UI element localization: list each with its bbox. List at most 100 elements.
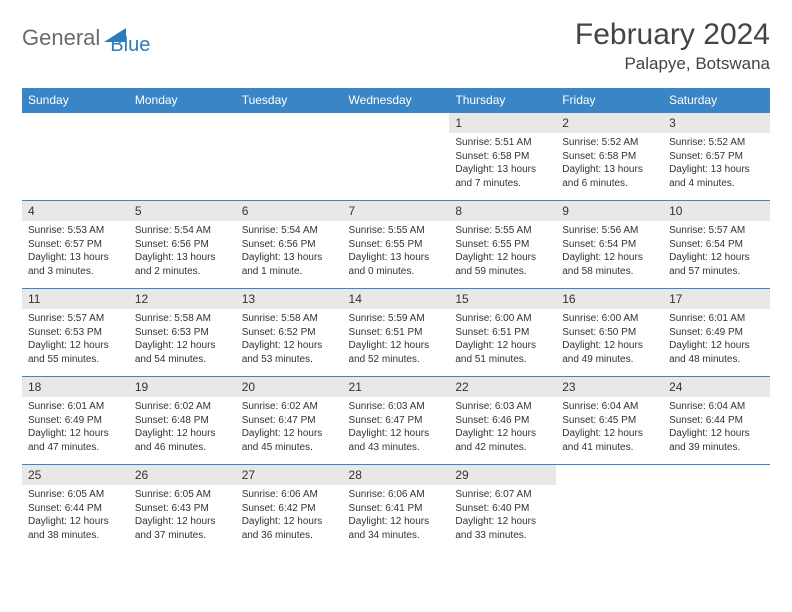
day-number: 3 xyxy=(663,113,770,134)
day-cell: Sunrise: 6:01 AMSunset: 6:49 PMDaylight:… xyxy=(663,309,770,377)
sunset-line: Sunset: 6:56 PM xyxy=(242,238,337,252)
day-number: 5 xyxy=(129,201,236,222)
sunrise-line: Sunrise: 6:05 AM xyxy=(135,488,230,502)
dow-cell: Tuesday xyxy=(236,88,343,113)
sunrise-line: Sunrise: 6:01 AM xyxy=(669,312,764,326)
day-cell: Sunrise: 6:01 AMSunset: 6:49 PMDaylight:… xyxy=(22,397,129,465)
sunrise-line: Sunrise: 6:00 AM xyxy=(455,312,550,326)
sunrise-line: Sunrise: 6:02 AM xyxy=(242,400,337,414)
sunset-line: Sunset: 6:44 PM xyxy=(28,502,123,516)
day-cell: Sunrise: 6:03 AMSunset: 6:47 PMDaylight:… xyxy=(343,397,450,465)
dow-cell: Wednesday xyxy=(343,88,450,113)
sunset-line: Sunset: 6:51 PM xyxy=(455,326,550,340)
daylight-line: Daylight: 12 hours and 45 minutes. xyxy=(242,427,337,454)
day-cell: Sunrise: 5:52 AMSunset: 6:57 PMDaylight:… xyxy=(663,133,770,201)
day-data-row: Sunrise: 6:01 AMSunset: 6:49 PMDaylight:… xyxy=(22,397,770,465)
daylight-line: Daylight: 12 hours and 41 minutes. xyxy=(562,427,657,454)
daylight-line: Daylight: 12 hours and 53 minutes. xyxy=(242,339,337,366)
day-number xyxy=(663,465,770,486)
day-number xyxy=(22,113,129,134)
day-number: 22 xyxy=(449,377,556,398)
day-number xyxy=(556,465,663,486)
day-cell: Sunrise: 6:05 AMSunset: 6:43 PMDaylight:… xyxy=(129,485,236,552)
daylight-line: Daylight: 13 hours and 2 minutes. xyxy=(135,251,230,278)
sunrise-line: Sunrise: 5:55 AM xyxy=(455,224,550,238)
day-cell xyxy=(343,133,450,201)
sunrise-line: Sunrise: 6:00 AM xyxy=(562,312,657,326)
sunrise-line: Sunrise: 6:01 AM xyxy=(28,400,123,414)
day-number: 29 xyxy=(449,465,556,486)
sunrise-line: Sunrise: 5:58 AM xyxy=(242,312,337,326)
sunset-line: Sunset: 6:56 PM xyxy=(135,238,230,252)
day-cell: Sunrise: 5:54 AMSunset: 6:56 PMDaylight:… xyxy=(129,221,236,289)
day-cell: Sunrise: 6:02 AMSunset: 6:47 PMDaylight:… xyxy=(236,397,343,465)
day-cell: Sunrise: 5:53 AMSunset: 6:57 PMDaylight:… xyxy=(22,221,129,289)
dow-cell: Monday xyxy=(129,88,236,113)
sunset-line: Sunset: 6:43 PM xyxy=(135,502,230,516)
sunset-line: Sunset: 6:52 PM xyxy=(242,326,337,340)
daylight-line: Daylight: 12 hours and 33 minutes. xyxy=(455,515,550,542)
day-number: 21 xyxy=(343,377,450,398)
sunrise-line: Sunrise: 5:55 AM xyxy=(349,224,444,238)
dow-row: SundayMondayTuesdayWednesdayThursdayFrid… xyxy=(22,88,770,113)
day-data-row: Sunrise: 5:57 AMSunset: 6:53 PMDaylight:… xyxy=(22,309,770,377)
sunrise-line: Sunrise: 5:52 AM xyxy=(562,136,657,150)
title-block: February 2024 Palapye, Botswana xyxy=(575,18,770,74)
sunrise-line: Sunrise: 5:54 AM xyxy=(242,224,337,238)
dow-cell: Sunday xyxy=(22,88,129,113)
day-cell: Sunrise: 5:55 AMSunset: 6:55 PMDaylight:… xyxy=(449,221,556,289)
day-number: 28 xyxy=(343,465,450,486)
day-cell: Sunrise: 6:07 AMSunset: 6:40 PMDaylight:… xyxy=(449,485,556,552)
day-number: 27 xyxy=(236,465,343,486)
sunset-line: Sunset: 6:57 PM xyxy=(669,150,764,164)
sunrise-line: Sunrise: 5:53 AM xyxy=(28,224,123,238)
page-title: February 2024 xyxy=(575,18,770,52)
sunset-line: Sunset: 6:58 PM xyxy=(455,150,550,164)
sunrise-line: Sunrise: 6:04 AM xyxy=(562,400,657,414)
sunrise-line: Sunrise: 6:04 AM xyxy=(669,400,764,414)
day-cell: Sunrise: 5:59 AMSunset: 6:51 PMDaylight:… xyxy=(343,309,450,377)
day-cell: Sunrise: 5:52 AMSunset: 6:58 PMDaylight:… xyxy=(556,133,663,201)
daylight-line: Daylight: 12 hours and 55 minutes. xyxy=(28,339,123,366)
day-number: 19 xyxy=(129,377,236,398)
day-cell: Sunrise: 5:58 AMSunset: 6:52 PMDaylight:… xyxy=(236,309,343,377)
daylight-line: Daylight: 12 hours and 34 minutes. xyxy=(349,515,444,542)
day-number: 20 xyxy=(236,377,343,398)
day-cell: Sunrise: 6:00 AMSunset: 6:51 PMDaylight:… xyxy=(449,309,556,377)
day-cell: Sunrise: 6:06 AMSunset: 6:41 PMDaylight:… xyxy=(343,485,450,552)
day-cell: Sunrise: 5:57 AMSunset: 6:53 PMDaylight:… xyxy=(22,309,129,377)
daylight-line: Daylight: 12 hours and 51 minutes. xyxy=(455,339,550,366)
daylight-line: Daylight: 12 hours and 59 minutes. xyxy=(455,251,550,278)
day-number: 14 xyxy=(343,289,450,310)
day-cell xyxy=(22,133,129,201)
day-number: 16 xyxy=(556,289,663,310)
daylight-line: Daylight: 12 hours and 48 minutes. xyxy=(669,339,764,366)
sunset-line: Sunset: 6:51 PM xyxy=(349,326,444,340)
day-number xyxy=(236,113,343,134)
sunrise-line: Sunrise: 5:56 AM xyxy=(562,224,657,238)
day-cell: Sunrise: 6:00 AMSunset: 6:50 PMDaylight:… xyxy=(556,309,663,377)
daynum-row: 18192021222324 xyxy=(22,377,770,398)
day-cell: Sunrise: 6:03 AMSunset: 6:46 PMDaylight:… xyxy=(449,397,556,465)
day-cell: Sunrise: 6:02 AMSunset: 6:48 PMDaylight:… xyxy=(129,397,236,465)
daynum-row: 2526272829 xyxy=(22,465,770,486)
sunset-line: Sunset: 6:48 PM xyxy=(135,414,230,428)
sunrise-line: Sunrise: 5:52 AM xyxy=(669,136,764,150)
dow-cell: Friday xyxy=(556,88,663,113)
sunrise-line: Sunrise: 5:59 AM xyxy=(349,312,444,326)
daylight-line: Daylight: 12 hours and 52 minutes. xyxy=(349,339,444,366)
sunrise-line: Sunrise: 5:54 AM xyxy=(135,224,230,238)
daylight-line: Daylight: 12 hours and 58 minutes. xyxy=(562,251,657,278)
daynum-row: 123 xyxy=(22,113,770,134)
daylight-line: Daylight: 13 hours and 3 minutes. xyxy=(28,251,123,278)
day-data-row: Sunrise: 5:53 AMSunset: 6:57 PMDaylight:… xyxy=(22,221,770,289)
daylight-line: Daylight: 13 hours and 1 minute. xyxy=(242,251,337,278)
sunset-line: Sunset: 6:58 PM xyxy=(562,150,657,164)
day-number: 15 xyxy=(449,289,556,310)
day-cell: Sunrise: 5:55 AMSunset: 6:55 PMDaylight:… xyxy=(343,221,450,289)
daylight-line: Daylight: 13 hours and 0 minutes. xyxy=(349,251,444,278)
day-number: 8 xyxy=(449,201,556,222)
day-number: 4 xyxy=(22,201,129,222)
sunset-line: Sunset: 6:53 PM xyxy=(28,326,123,340)
sunrise-line: Sunrise: 6:02 AM xyxy=(135,400,230,414)
